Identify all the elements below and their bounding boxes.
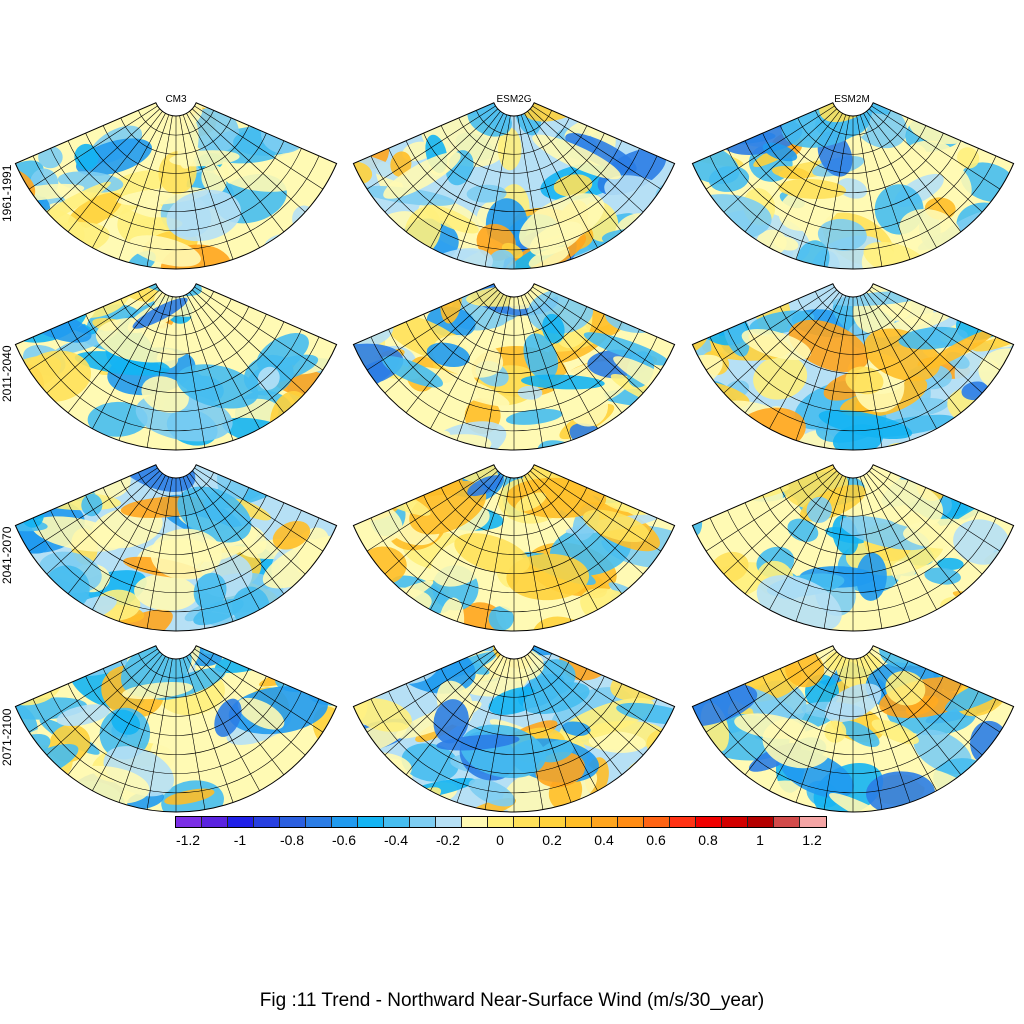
colorbar-swatch [488,817,514,827]
map-panel-border [14,464,338,632]
colorbar-swatch [228,817,254,827]
colorbar-swatch [670,817,696,827]
map-panel-border [352,102,676,270]
colorbar-tick-label: -0.2 [435,832,461,848]
colorbar-swatch [696,817,722,827]
colorbar-swatch [644,817,670,827]
map-panel-border [352,283,676,451]
column-title-esm2g: ESM2G [496,94,532,105]
colorbar-swatch [592,817,618,827]
colorbar-swatch [462,817,488,827]
map-panel-border [691,102,1015,270]
colorbar-swatch [514,817,540,827]
row-label-2071-2100: 2071-2100 [0,708,14,766]
colorbar-swatch [748,817,774,827]
colorbar-tick-label: -1.2 [175,832,201,848]
column-title-cm3: CM3 [165,94,187,105]
colorbar-tick-label: 0.8 [698,832,718,848]
colorbar-tick-label: 0.6 [646,832,666,848]
colorbar-tick-label: -0.8 [279,832,305,848]
colorbar-swatch [332,817,358,827]
figure-caption: Fig :11 Trend - Northward Near-Surface W… [259,990,765,1011]
colorbar-tick-label: 0.2 [542,832,562,848]
map-panel [353,102,675,270]
colorbar-swatch [280,817,306,827]
colorbar-swatch [306,817,332,827]
map-panel-border [691,283,1015,451]
colorbar-swatch [800,817,826,827]
colorbar-tick-label: 1.2 [802,832,822,848]
colorbar-swatch [436,817,462,827]
map-panel-border [352,645,676,813]
colorbar-swatch [176,817,202,827]
colorbar-swatch [410,817,436,827]
colorbar-tick-label: -0.6 [331,832,357,848]
colorbar-tick-labels: -1.2 -1 -0.8 -0.6 -0.4 -0.2 0 0.2 0.4 0.6 0.8 1 1.2 [0,832,1024,848]
map-panel-border [14,283,338,451]
column-title-esm2m: ESM2M [834,94,870,105]
map-panel-border [352,464,676,632]
map-panel-border [691,464,1015,632]
colorbar-swatch [618,817,644,827]
colorbar-swatch [254,817,280,827]
colorbar-swatch [566,817,592,827]
colorbar-swatch [540,817,566,827]
row-label-1961-1991: 1961-1991 [0,164,14,222]
colorbar [175,816,827,828]
map-panel [692,645,1014,812]
colorbar-swatch [774,817,800,827]
colorbar-swatch [384,817,410,827]
colorbar-swatch [202,817,228,827]
map-panel-border [14,645,338,813]
colorbar-swatch [358,817,384,827]
colorbar-tick-label: -1 [233,832,247,848]
row-label-2041-2070: 2041-2070 [0,526,14,584]
map-panel [692,102,1014,270]
row-label-2011-2040: 2011-2040 [0,345,14,403]
map-panel-border [14,102,338,270]
colorbar-tick-label: -0.4 [383,832,409,848]
map-panel-border [691,645,1015,813]
colorbar-tick-label: 0 [496,832,504,848]
colorbar-tick-label: 1 [756,832,764,848]
colorbar-tick-label: 0.4 [594,832,614,848]
colorbar-swatch [722,817,748,827]
